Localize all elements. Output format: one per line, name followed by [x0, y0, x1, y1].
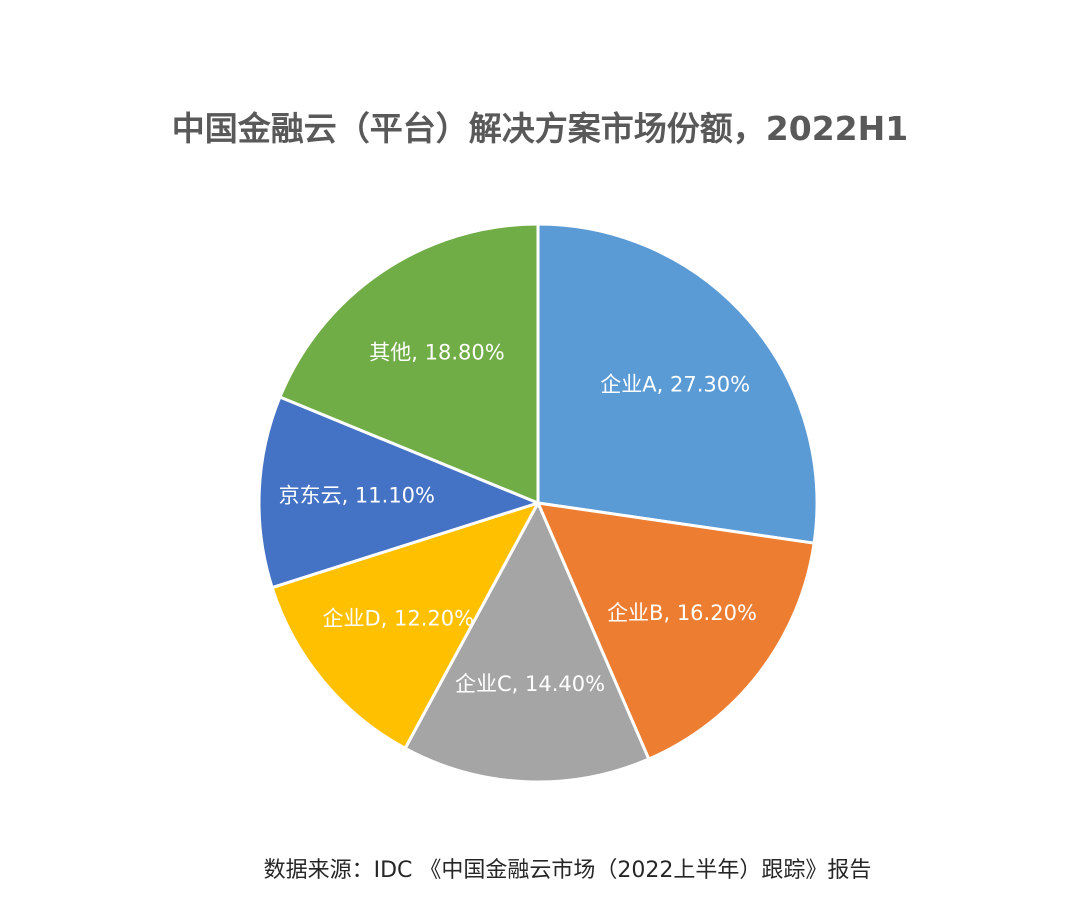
pie-label-4: 企业D, 12.20%	[322, 607, 474, 631]
pie-label-1: 企业A, 27.30%	[600, 372, 750, 396]
pie-slice-6	[278, 222, 540, 505]
pie-slice-2	[536, 501, 816, 761]
chart-title: 中国金融云（平台）解决方案市场份额，2022H1	[171, 109, 909, 148]
pie-slice-5	[257, 395, 540, 590]
pie-label-3: 企业C, 14.40%	[455, 672, 605, 696]
pie-slice-3	[403, 501, 651, 784]
pie-label-5: 京东云, 11.10%	[279, 484, 435, 508]
pie-label-2: 企业B, 16.20%	[607, 601, 757, 625]
pie-slice-1	[536, 222, 819, 545]
source-note: 数据来源：IDC 《中国金融云市场（2022上半年）跟踪》报告	[263, 858, 872, 883]
pie-label-6: 其他, 18.80%	[369, 340, 504, 364]
pie-slices	[257, 222, 819, 784]
pie-slice-4	[270, 501, 540, 750]
pie-labels: 企业A, 27.30% 企业B, 16.20% 企业C, 14.40% 企业D, 12…	[279, 340, 757, 696]
